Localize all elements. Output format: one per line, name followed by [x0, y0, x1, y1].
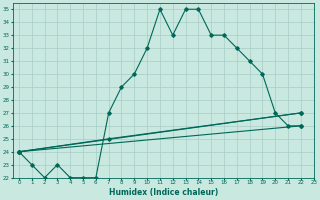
- X-axis label: Humidex (Indice chaleur): Humidex (Indice chaleur): [108, 188, 218, 197]
